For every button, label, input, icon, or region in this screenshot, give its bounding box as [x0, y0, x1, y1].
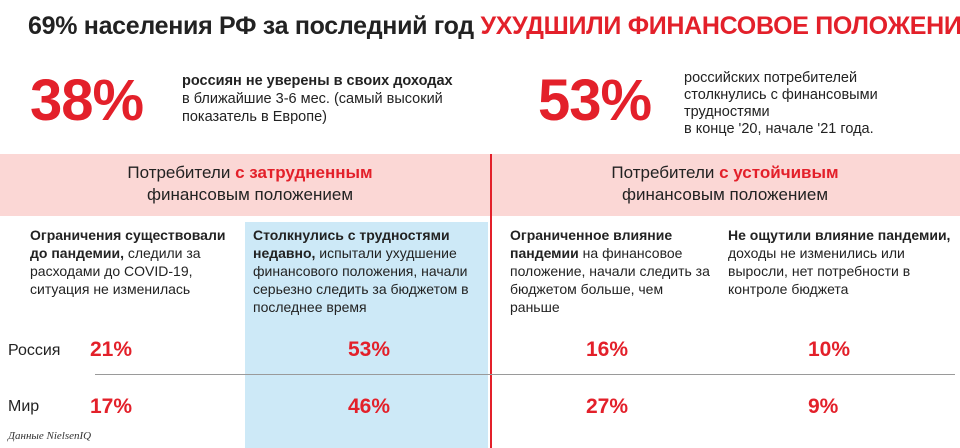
value-cell: 9% — [808, 395, 839, 418]
group-label-highlight: с устойчивым — [719, 163, 839, 182]
column-description-rest: доходы не изменились или выросли, нет по… — [728, 245, 911, 297]
stat-text-line: российских потребителей — [684, 70, 858, 86]
row-label-russia: Россия — [8, 342, 61, 359]
column-description-rest: следили за расходами до COVID-19, ситуац… — [30, 245, 201, 297]
stat-text-bold: россиян не уверены в своих доходах — [182, 73, 453, 89]
row-divider — [95, 374, 955, 375]
group-label-suffix: финансовым положением — [621, 185, 829, 204]
value-cell: 46% — [348, 395, 391, 418]
stat-text-uncertain-income: россиян не уверены в своих доходах в бли… — [182, 72, 512, 126]
title-prefix: 69% населения РФ за последний год — [28, 12, 474, 40]
value-cell: 21% — [90, 338, 133, 361]
value-cell: 17% — [90, 395, 133, 418]
value-cell: 27% — [586, 395, 629, 418]
group-label-highlight: с затрудненным — [235, 163, 373, 182]
highlighted-column-background — [245, 222, 488, 448]
column-description-bold: Ограниченное влияние пандемии — [510, 227, 673, 261]
stat-text-rest: в ближайшие 3-6 мес. (самый высокий пока… — [182, 91, 443, 125]
stat-text-line: трудностями — [684, 104, 770, 120]
stat-text-line: столкнулись с финансовыми — [684, 87, 878, 103]
column-description: Ограниченное влияние пандемии на финансо… — [510, 226, 715, 316]
row-label-world: Мир — [8, 398, 40, 415]
stat-text-line: в конце '20, начале '21 года. — [684, 121, 874, 137]
group-header-band — [0, 154, 960, 216]
group-label-difficult: Потребители с затрудненным финансовым по… — [20, 162, 480, 206]
column-description-bold: Столкнулись с трудностями недавно, — [253, 227, 450, 261]
group-label-stable: Потребители с устойчивым финансовым поло… — [500, 162, 950, 206]
column-description: Не ощутили влияние пандемии, доходы не и… — [728, 226, 953, 298]
value-cell: 10% — [808, 338, 851, 361]
stat-value-financial-difficulties: 53% — [538, 68, 652, 133]
title-highlight: УХУДШИЛИ ФИНАНСОВОЕ ПОЛОЖЕНИЕ — [480, 12, 960, 40]
page-title: 69% населения РФ за последний год УХУДШИ… — [28, 12, 960, 41]
group-label-suffix: финансовым положением — [146, 185, 354, 204]
column-description-rest: испытали ухудшение финансового положения… — [253, 245, 469, 315]
column-description-rest: на финансовое положение, начали следить … — [510, 245, 710, 315]
stat-value-uncertain-income: 38% — [30, 68, 144, 133]
value-cell: 16% — [586, 338, 629, 361]
stat-text-financial-difficulties: российских потребителей столкнулись с фи… — [684, 70, 934, 138]
column-description-bold: Не ощутили влияние пандемии, — [728, 227, 951, 243]
value-cell: 53% — [348, 338, 391, 361]
column-description: Ограничения существовали до пандемии, сл… — [30, 226, 235, 298]
group-divider — [490, 154, 492, 448]
column-description: Столкнулись с трудностями недавно, испыт… — [253, 226, 481, 316]
column-description-bold: Ограничения существовали до пандемии, — [30, 227, 226, 261]
group-label-prefix: Потребители — [611, 163, 720, 182]
source-note: Данные NielsenIQ — [8, 430, 92, 442]
group-label-prefix: Потребители — [127, 163, 236, 182]
